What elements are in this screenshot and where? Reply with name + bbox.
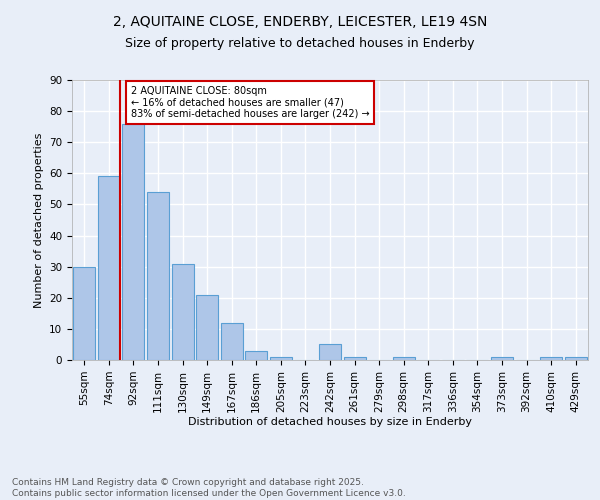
Bar [98, 176, 120, 360]
Bar [245, 350, 268, 360]
Text: 2 AQUITAINE CLOSE: 80sqm
← 16% of detached houses are smaller (47)
83% of semi-d: 2 AQUITAINE CLOSE: 80sqm ← 16% of detach… [131, 86, 370, 120]
Bar [196, 294, 218, 360]
Bar [319, 344, 341, 360]
X-axis label: Distribution of detached houses by size in Enderby: Distribution of detached houses by size … [188, 418, 472, 428]
Bar [270, 357, 292, 360]
Bar [221, 322, 243, 360]
Bar [565, 357, 587, 360]
Bar [540, 357, 562, 360]
Bar [392, 357, 415, 360]
Bar [122, 124, 145, 360]
Text: Size of property relative to detached houses in Enderby: Size of property relative to detached ho… [125, 38, 475, 51]
Bar [344, 357, 365, 360]
Bar [73, 266, 95, 360]
Y-axis label: Number of detached properties: Number of detached properties [34, 132, 44, 308]
Text: Contains HM Land Registry data © Crown copyright and database right 2025.
Contai: Contains HM Land Registry data © Crown c… [12, 478, 406, 498]
Bar [172, 264, 194, 360]
Bar [491, 357, 513, 360]
Text: 2, AQUITAINE CLOSE, ENDERBY, LEICESTER, LE19 4SN: 2, AQUITAINE CLOSE, ENDERBY, LEICESTER, … [113, 15, 487, 29]
Bar [147, 192, 169, 360]
